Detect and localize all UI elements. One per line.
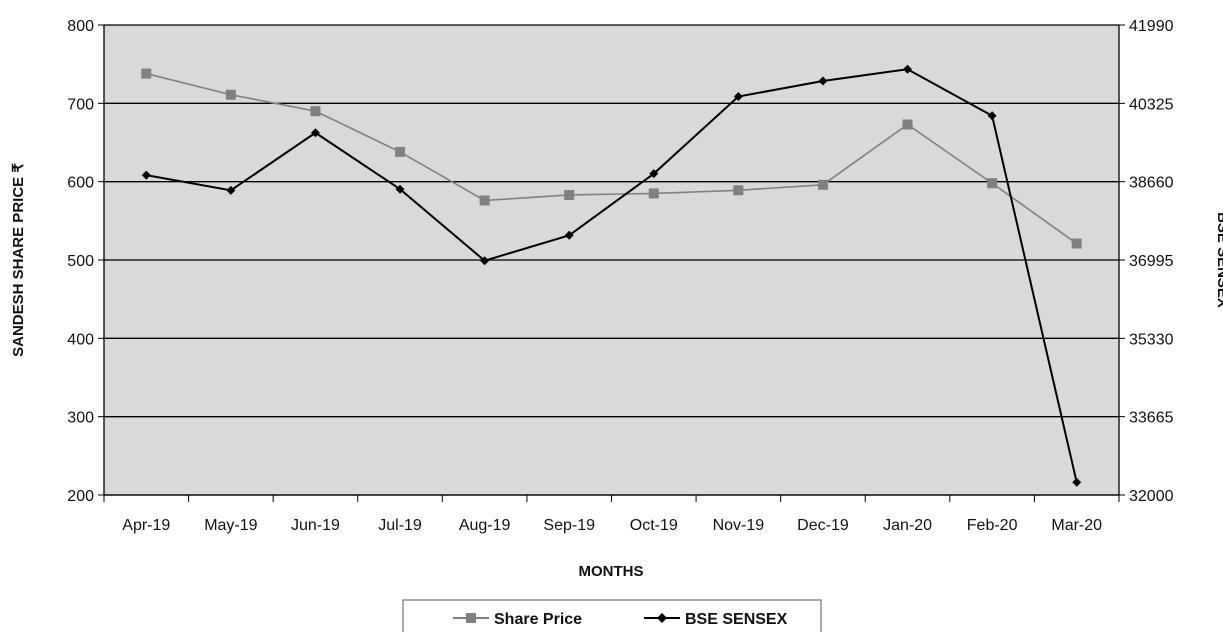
right-axis-title: BSE SENSEX bbox=[1214, 212, 1223, 308]
right-tick-label: 36995 bbox=[1129, 253, 1174, 270]
left-axis-title: SANDESH SHARE PRICE ₹ bbox=[10, 163, 27, 357]
share-price-point bbox=[902, 119, 913, 130]
x-tick-label: Dec-19 bbox=[797, 517, 849, 534]
x-tick-label: Apr-19 bbox=[122, 517, 170, 534]
left-tick-label: 700 bbox=[67, 96, 94, 113]
x-axis-title: MONTHS bbox=[579, 563, 644, 580]
share-price-point bbox=[564, 189, 575, 200]
x-tick-label: Nov-19 bbox=[713, 517, 765, 534]
x-tick-label: Mar-20 bbox=[1051, 517, 1102, 534]
series-layer bbox=[141, 64, 1082, 487]
legend-share-price-label: Share Price bbox=[494, 611, 582, 628]
bse-sensex-point bbox=[649, 169, 659, 179]
right-tick-label: 35330 bbox=[1129, 331, 1174, 348]
legend: Share Price BSE SENSEX bbox=[402, 599, 822, 632]
share-price-point bbox=[141, 68, 152, 79]
bse-sensex-point bbox=[818, 76, 828, 86]
right-tick-label: 32000 bbox=[1129, 488, 1174, 505]
x-tick-label: Jun-19 bbox=[291, 517, 340, 534]
x-tick-label: Jan-20 bbox=[883, 517, 932, 534]
x-tick-label: Sep-19 bbox=[543, 517, 595, 534]
right-tick-label: 33665 bbox=[1129, 410, 1174, 427]
bse-sensex-point bbox=[395, 184, 405, 194]
left-tick-label: 200 bbox=[67, 488, 94, 505]
share-price-point bbox=[648, 188, 659, 199]
bse-sensex-line bbox=[146, 68, 1078, 483]
share-price-point bbox=[733, 185, 744, 196]
legend-bse-sensex-marker bbox=[657, 613, 667, 623]
left-axis-ticks: 800 700 600 500 400 300 200 bbox=[67, 18, 104, 505]
share-price-line bbox=[146, 72, 1078, 245]
bse-sensex-point bbox=[310, 128, 320, 138]
bse-sensex-point bbox=[226, 185, 236, 195]
right-axis-ticks: 41990 40325 38660 36995 35330 33665 32000 bbox=[1119, 18, 1174, 505]
right-tick-label: 40325 bbox=[1129, 96, 1174, 113]
x-axis-ticks: Apr-19 May-19 Jun-19 Jul-19 Aug-19 Sep-19 Oct-… bbox=[103, 495, 1120, 534]
share-price-point bbox=[395, 146, 406, 157]
share-price-point bbox=[987, 178, 998, 189]
bse-sensex-point bbox=[1072, 477, 1082, 487]
right-tick-label: 41990 bbox=[1129, 18, 1174, 35]
x-tick-label: Feb-20 bbox=[967, 517, 1018, 534]
x-tick-label: Jul-19 bbox=[378, 517, 422, 534]
left-tick-label: 500 bbox=[67, 253, 94, 270]
left-tick-label: 600 bbox=[67, 175, 94, 192]
x-tick-label: May-19 bbox=[204, 517, 257, 534]
legend-share-price-marker bbox=[466, 613, 476, 623]
x-tick-label: Oct-19 bbox=[630, 517, 678, 534]
share-price-point bbox=[817, 179, 828, 190]
share-price-point bbox=[225, 89, 236, 100]
x-tick-label: Aug-19 bbox=[459, 517, 511, 534]
right-tick-label: 38660 bbox=[1129, 175, 1174, 192]
bse-sensex-point bbox=[733, 92, 743, 102]
bse-sensex-point bbox=[903, 64, 913, 74]
left-tick-label: 800 bbox=[67, 18, 94, 35]
left-tick-label: 400 bbox=[67, 331, 94, 348]
share-price-point bbox=[479, 195, 490, 206]
left-tick-label: 300 bbox=[67, 410, 94, 427]
bse-sensex-point bbox=[564, 230, 574, 240]
bse-sensex-point bbox=[987, 111, 997, 121]
share-price-point bbox=[1071, 238, 1082, 249]
share-price-point bbox=[310, 106, 321, 117]
bse-sensex-point bbox=[480, 256, 490, 266]
legend-bse-sensex-label: BSE SENSEX bbox=[685, 611, 788, 628]
bse-sensex-point bbox=[141, 170, 151, 180]
